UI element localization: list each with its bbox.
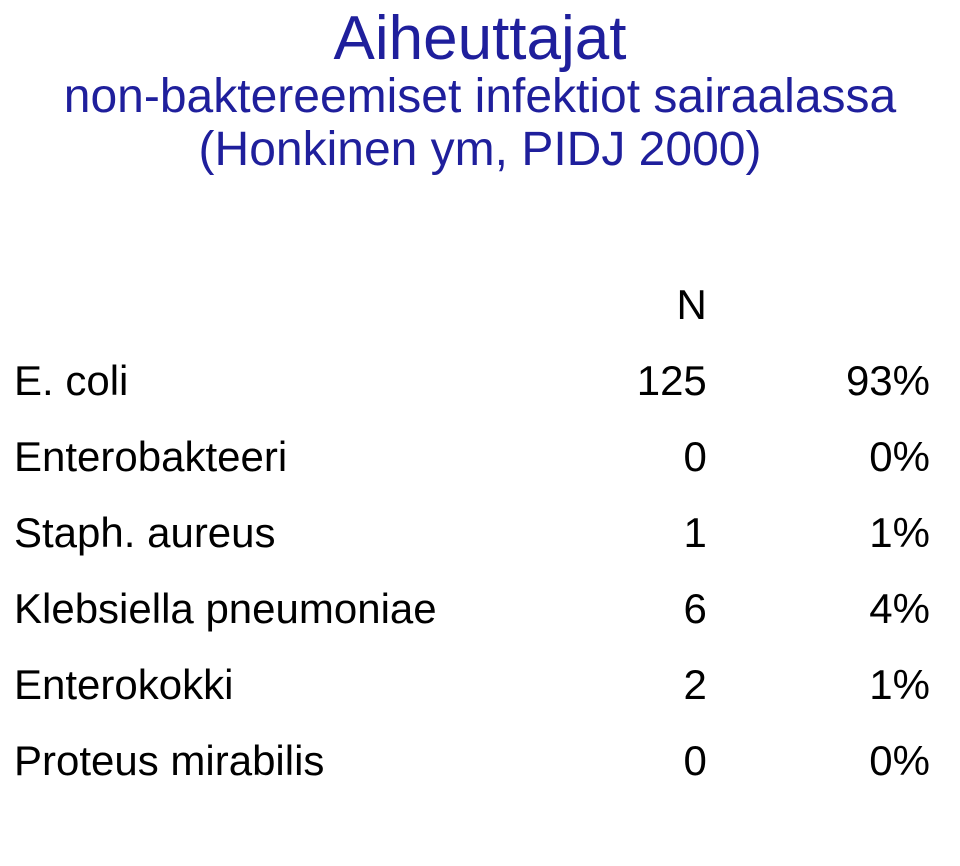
header-blank (14, 267, 564, 343)
organism-pct: 0% (747, 419, 930, 495)
data-table: N E. coli 125 93% Enterobakteeri 0 0% St… (14, 267, 930, 799)
slide: Aiheuttajat non-baktereemiset infektiot … (0, 0, 960, 866)
table-row: Staph. aureus 1 1% (14, 495, 930, 571)
slide-subtitle-line1: non-baktereemiset infektiot sairaalassa (0, 71, 960, 124)
organism-name: Klebsiella pneumoniae (14, 571, 564, 647)
organism-name: Enterokokki (14, 647, 564, 723)
header-blank2 (747, 267, 930, 343)
organism-name: Proteus mirabilis (14, 723, 564, 799)
organism-name: Staph. aureus (14, 495, 564, 571)
organism-count: 1 (564, 495, 747, 571)
organism-pct: 1% (747, 495, 930, 571)
organism-pct: 93% (747, 343, 930, 419)
organism-pct: 1% (747, 647, 930, 723)
organism-name: E. coli (14, 343, 564, 419)
header-n: N (564, 267, 747, 343)
table-row: E. coli 125 93% (14, 343, 930, 419)
data-table-wrap: N E. coli 125 93% Enterobakteeri 0 0% St… (0, 267, 960, 799)
organism-count: 2 (564, 647, 747, 723)
organism-count: 6 (564, 571, 747, 647)
table-row: Klebsiella pneumoniae 6 4% (14, 571, 930, 647)
table-header-row: N (14, 267, 930, 343)
slide-title: Aiheuttajat (0, 0, 960, 71)
organism-count: 125 (564, 343, 747, 419)
organism-pct: 4% (747, 571, 930, 647)
organism-count: 0 (564, 419, 747, 495)
table-row: Proteus mirabilis 0 0% (14, 723, 930, 799)
slide-subtitle-line2: (Honkinen ym, PIDJ 2000) (0, 124, 960, 177)
organism-count: 0 (564, 723, 747, 799)
table-row: Enterobakteeri 0 0% (14, 419, 930, 495)
table-row: Enterokokki 2 1% (14, 647, 930, 723)
organism-name: Enterobakteeri (14, 419, 564, 495)
organism-pct: 0% (747, 723, 930, 799)
